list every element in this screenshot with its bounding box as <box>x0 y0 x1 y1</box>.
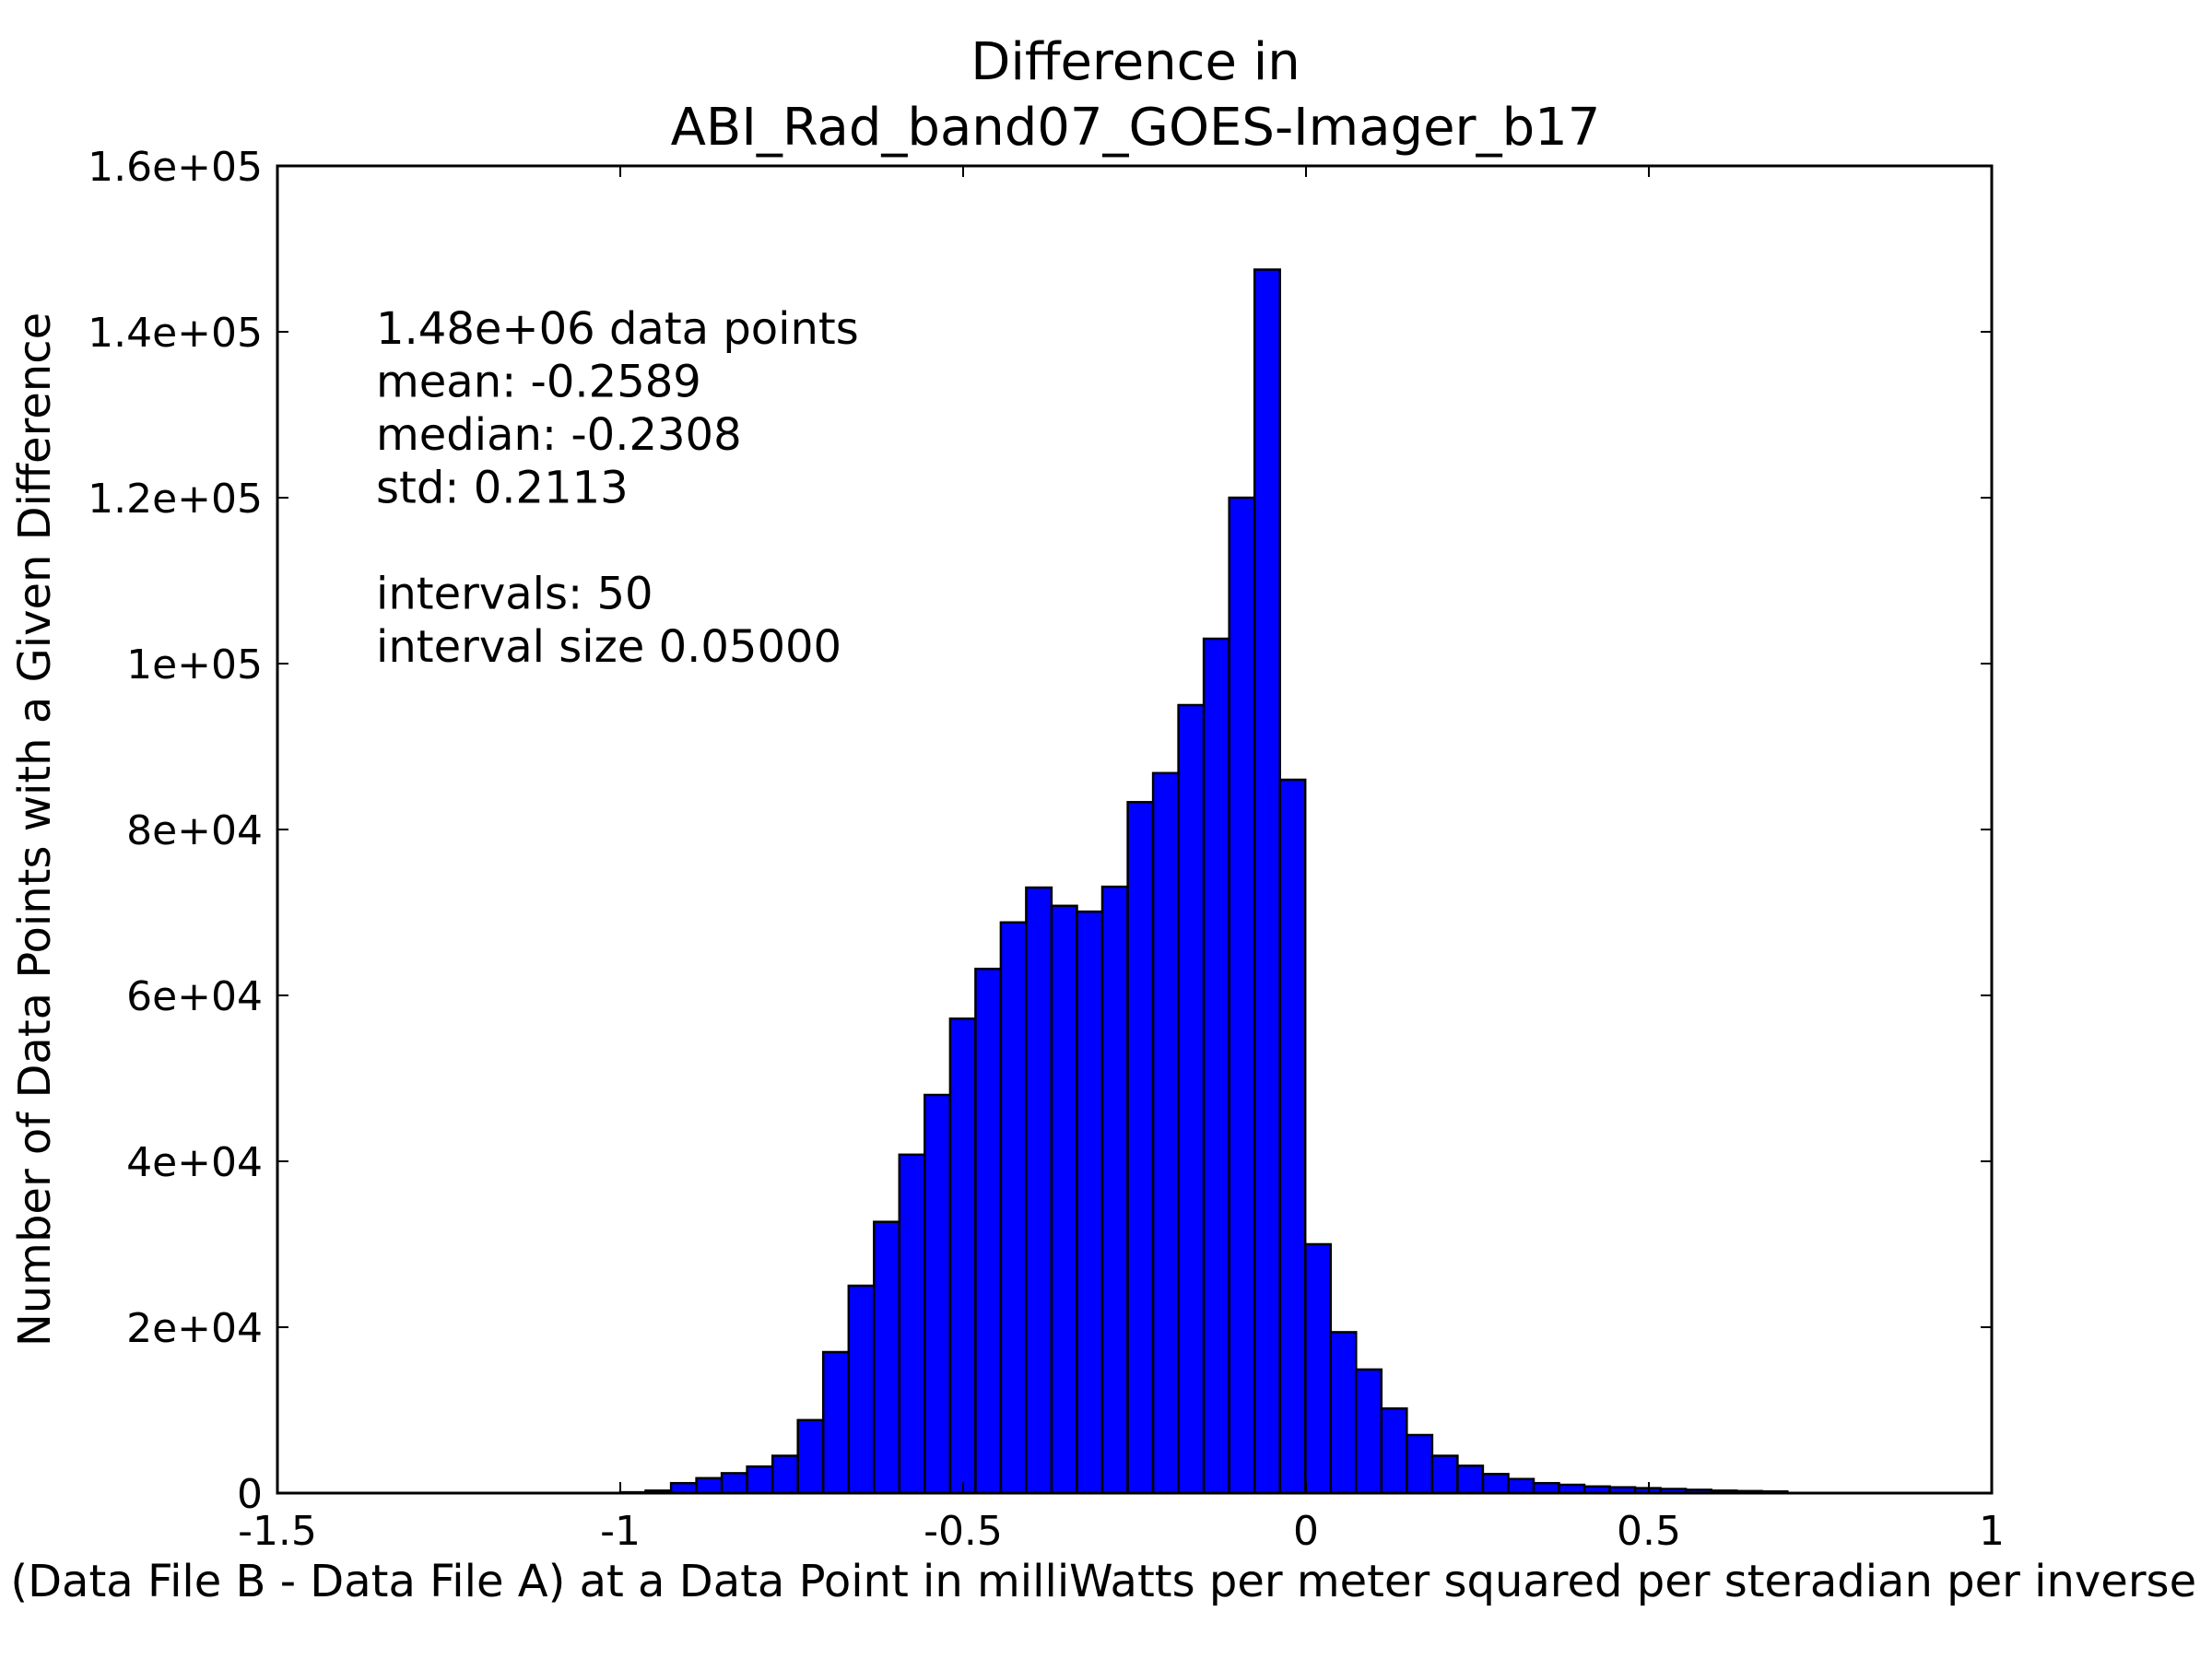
histogram-bar-9 <box>847 1284 876 1495</box>
histogram-bar-26 <box>1278 778 1307 1495</box>
y-tick-label-6: 1.2e+05 <box>88 476 263 523</box>
stats-annotation-line-0: 1.48e+06 data points <box>376 303 859 355</box>
histogram-bar-7 <box>796 1418 825 1495</box>
histogram-bar-18 <box>1076 910 1104 1495</box>
histogram-bar-23 <box>1202 637 1230 1495</box>
y-tick-label-0: 0 <box>237 1471 263 1518</box>
histogram-bar-14 <box>974 967 1003 1495</box>
histogram-bar-13 <box>948 1017 977 1495</box>
y-axis-ticks: 0 2e+04 4e+04 6e+04 8e+04 1e+05 1.2e+05 1.4e+05… <box>88 144 1992 1518</box>
histogram-bar-5 <box>746 1465 774 1495</box>
x-tick-label-5: 1 <box>1979 1508 2005 1555</box>
histogram-bar-3 <box>695 1477 724 1495</box>
y-tick-label-1: 2e+04 <box>126 1305 263 1352</box>
histogram-bar-34 <box>1481 1473 1510 1495</box>
chart-title-line-2: ABI_Rad_band07_GOES-Imager_b17 <box>671 98 1601 158</box>
x-tick-label-2: -0.5 <box>924 1508 1003 1555</box>
histogram-bar-10 <box>873 1220 901 1495</box>
histogram-bar-17 <box>1050 904 1078 1495</box>
histogram-bar-25 <box>1253 268 1281 1495</box>
histogram-bar-32 <box>1430 1454 1459 1495</box>
histogram-bar-15 <box>999 921 1028 1495</box>
histogram-bars <box>618 268 1789 1495</box>
histogram-bar-19 <box>1100 885 1129 1495</box>
histogram-bar-6 <box>771 1454 799 1495</box>
y-tick-label-8: 1.6e+05 <box>88 144 263 191</box>
x-tick-label-1: -1 <box>600 1508 641 1555</box>
stats-annotation-line-2: median: -0.2308 <box>376 409 742 461</box>
histogram-bar-2 <box>669 1481 698 1495</box>
stats-annotation-line-3: std: 0.2113 <box>376 463 629 514</box>
x-tick-label-4: 0.5 <box>1617 1508 1681 1555</box>
histogram-bar-29 <box>1355 1368 1383 1495</box>
stats-annotation-line-5: intervals: 50 <box>376 569 653 620</box>
y-tick-label-7: 1.4e+05 <box>88 310 263 357</box>
histogram-bar-22 <box>1177 703 1206 1495</box>
histogram-bar-33 <box>1456 1465 1485 1495</box>
histogram-bar-27 <box>1304 1242 1333 1495</box>
histogram-bar-8 <box>821 1350 850 1495</box>
histogram-bar-11 <box>898 1153 926 1495</box>
x-tick-label-3: 0 <box>1293 1508 1319 1555</box>
histogram-bar-16 <box>1025 886 1053 1495</box>
chart-title-line-1: Difference in <box>971 32 1300 92</box>
histogram-bar-28 <box>1329 1331 1358 1495</box>
histogram-bar-30 <box>1380 1406 1408 1495</box>
y-tick-label-5: 1e+05 <box>126 641 263 688</box>
stats-annotation-line-6: interval size 0.05000 <box>376 621 841 673</box>
histogram-bar-24 <box>1228 496 1256 1495</box>
y-tick-label-2: 4e+04 <box>126 1139 263 1186</box>
histogram-bar-12 <box>924 1093 952 1495</box>
histogram-bar-20 <box>1126 801 1155 1495</box>
x-tick-label-0: -1.5 <box>238 1508 317 1555</box>
x-axis-ticks: -1.5 -1 -0.5 0 0.5 1 <box>238 166 2005 1555</box>
histogram-bar-35 <box>1507 1477 1535 1495</box>
histogram-bar-31 <box>1406 1433 1434 1495</box>
histogram-bar-4 <box>720 1472 748 1495</box>
chart-title: Difference in ABI_Rad_band07_GOES-Imager… <box>671 32 1601 158</box>
stats-annotation-line-1: mean: -0.2589 <box>376 357 701 408</box>
y-axis-label: Number of Data Points with a Given Diffe… <box>9 312 61 1347</box>
y-tick-label-3: 6e+04 <box>126 973 263 1020</box>
x-axis-label: Value of (Data File B - Data File A) at … <box>0 1556 2212 1607</box>
y-tick-label-4: 8e+04 <box>126 807 263 854</box>
histogram-bar-21 <box>1151 771 1180 1495</box>
histogram-bar-36 <box>1532 1481 1560 1495</box>
